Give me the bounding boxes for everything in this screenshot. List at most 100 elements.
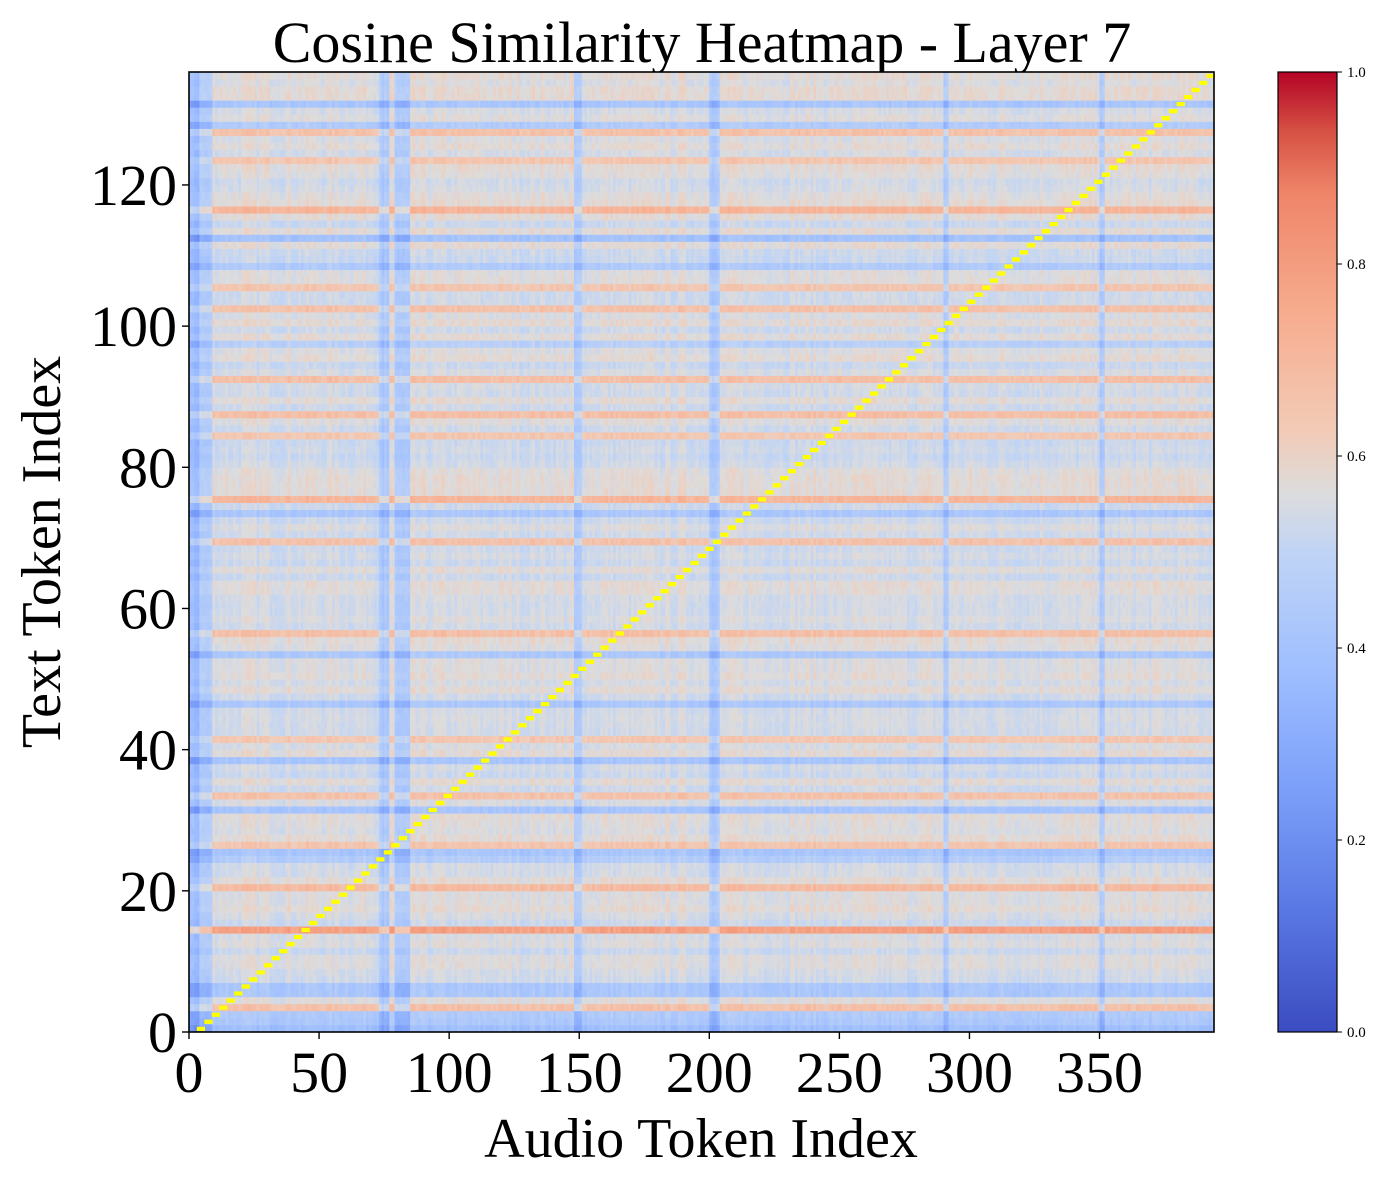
heatmap-row xyxy=(189,968,1215,976)
heatmap-cell xyxy=(233,1024,237,1033)
heatmap-cell xyxy=(631,1017,635,1026)
heatmap-cell xyxy=(464,947,468,955)
heatmap-cell xyxy=(1000,982,1004,991)
heatmap-cell xyxy=(1156,1017,1160,1026)
heatmap-cell xyxy=(1021,947,1025,955)
heatmap-cell xyxy=(527,947,531,955)
heatmap-cell xyxy=(1115,961,1119,969)
heatmap-cell xyxy=(402,982,406,991)
heatmap-cell xyxy=(248,996,252,1005)
heatmap-cell xyxy=(477,968,481,976)
heatmap-cell xyxy=(1128,1024,1132,1033)
heatmap-cell xyxy=(202,940,206,948)
heatmap-cell xyxy=(1081,982,1085,991)
heatmap-cell xyxy=(998,989,1002,998)
heatmap-cell xyxy=(1141,996,1145,1005)
heatmap-cell xyxy=(685,954,689,962)
heatmap-cell xyxy=(626,940,630,948)
heatmap-cell xyxy=(574,1003,578,1012)
heatmap-cell xyxy=(868,996,871,1005)
heatmap-cell xyxy=(886,996,890,1005)
heatmap-cell xyxy=(758,989,762,998)
heatmap-cell xyxy=(961,954,965,962)
heatmap-cell xyxy=(1148,1024,1152,1033)
heatmap-cell xyxy=(680,947,684,955)
heatmap-cell xyxy=(626,996,630,1005)
heatmap-cell xyxy=(784,968,788,976)
heatmap-cell xyxy=(787,1003,791,1012)
heatmap-cell xyxy=(831,1017,835,1026)
heatmap-cell xyxy=(326,1010,330,1019)
heatmap-cell xyxy=(787,954,791,962)
heatmap-cell xyxy=(1203,954,1207,962)
heatmap-cell xyxy=(602,975,606,983)
heatmap-cell xyxy=(300,989,304,998)
heatmap-cell xyxy=(1187,947,1191,955)
heatmap-cell xyxy=(230,954,234,962)
heatmap-cell xyxy=(300,961,304,969)
heatmap-cell xyxy=(920,1017,924,1026)
heatmap-cell xyxy=(209,975,213,983)
heatmap-cell xyxy=(641,982,645,991)
heatmap-cell xyxy=(990,947,994,955)
heatmap-cell xyxy=(259,989,263,998)
heatmap-cell xyxy=(1122,954,1126,962)
heatmap-cell xyxy=(724,1017,728,1026)
heatmap-cell xyxy=(1174,1010,1178,1019)
heatmap-cell xyxy=(1073,968,1077,976)
heatmap-cell xyxy=(290,1003,294,1012)
heatmap-cell xyxy=(1135,1010,1139,1019)
heatmap-cell xyxy=(1068,996,1072,1005)
heatmap-cell xyxy=(805,961,809,969)
heatmap-cell xyxy=(209,1024,213,1033)
heatmap-cell xyxy=(995,982,999,991)
heatmap-cell xyxy=(428,940,432,948)
heatmap-cell xyxy=(355,1024,359,1033)
heatmap-cell xyxy=(443,1024,447,1033)
heatmap-cell xyxy=(1076,989,1080,998)
heatmap-cell xyxy=(789,1017,793,1026)
heatmap-cell xyxy=(940,947,944,955)
heatmap-cell xyxy=(553,975,557,983)
heatmap-cell xyxy=(966,954,970,962)
heatmap-cell xyxy=(1180,947,1184,955)
heatmap-cell xyxy=(815,1017,819,1026)
heatmap-cell xyxy=(456,975,460,983)
heatmap-cell xyxy=(373,989,377,998)
heatmap-cell xyxy=(841,961,845,969)
heatmap-cell xyxy=(1203,989,1207,998)
heatmap-cell xyxy=(714,961,718,969)
heatmap-cell xyxy=(1182,1010,1186,1019)
heatmap-cell xyxy=(641,1010,645,1019)
heatmap-cell xyxy=(782,975,786,983)
heatmap-cell xyxy=(823,968,827,976)
heatmap-cell xyxy=(428,968,432,976)
heatmap-cell xyxy=(987,1024,991,1033)
heatmap-cell xyxy=(724,1024,728,1033)
heatmap-cell xyxy=(1117,1017,1121,1026)
heatmap-cell xyxy=(641,1003,645,1012)
heatmap-cell xyxy=(1112,961,1116,969)
heatmap-cell xyxy=(1154,982,1158,991)
heatmap-cell xyxy=(514,1003,518,1012)
heatmap-cell xyxy=(938,1010,942,1019)
heatmap-cell xyxy=(441,982,445,991)
heatmap-cell xyxy=(644,961,648,969)
heatmap-cell xyxy=(797,982,801,991)
heatmap-cell xyxy=(1146,968,1150,976)
heatmap-cell xyxy=(711,989,715,998)
heatmap-cell xyxy=(995,961,999,969)
heatmap-cell xyxy=(451,1017,455,1026)
heatmap-cell xyxy=(1130,1003,1134,1012)
heatmap-cell xyxy=(1065,1003,1069,1012)
heatmap-cell xyxy=(654,1003,658,1012)
heatmap-cell xyxy=(730,1003,734,1012)
heatmap-cell xyxy=(495,947,499,955)
heatmap-cell xyxy=(672,1003,676,1012)
heatmap-cell xyxy=(1060,954,1064,962)
heatmap-cell xyxy=(1094,968,1098,976)
heatmap-cell xyxy=(946,1024,950,1033)
heatmap-cell xyxy=(886,968,890,976)
heatmap-cell xyxy=(407,975,411,983)
